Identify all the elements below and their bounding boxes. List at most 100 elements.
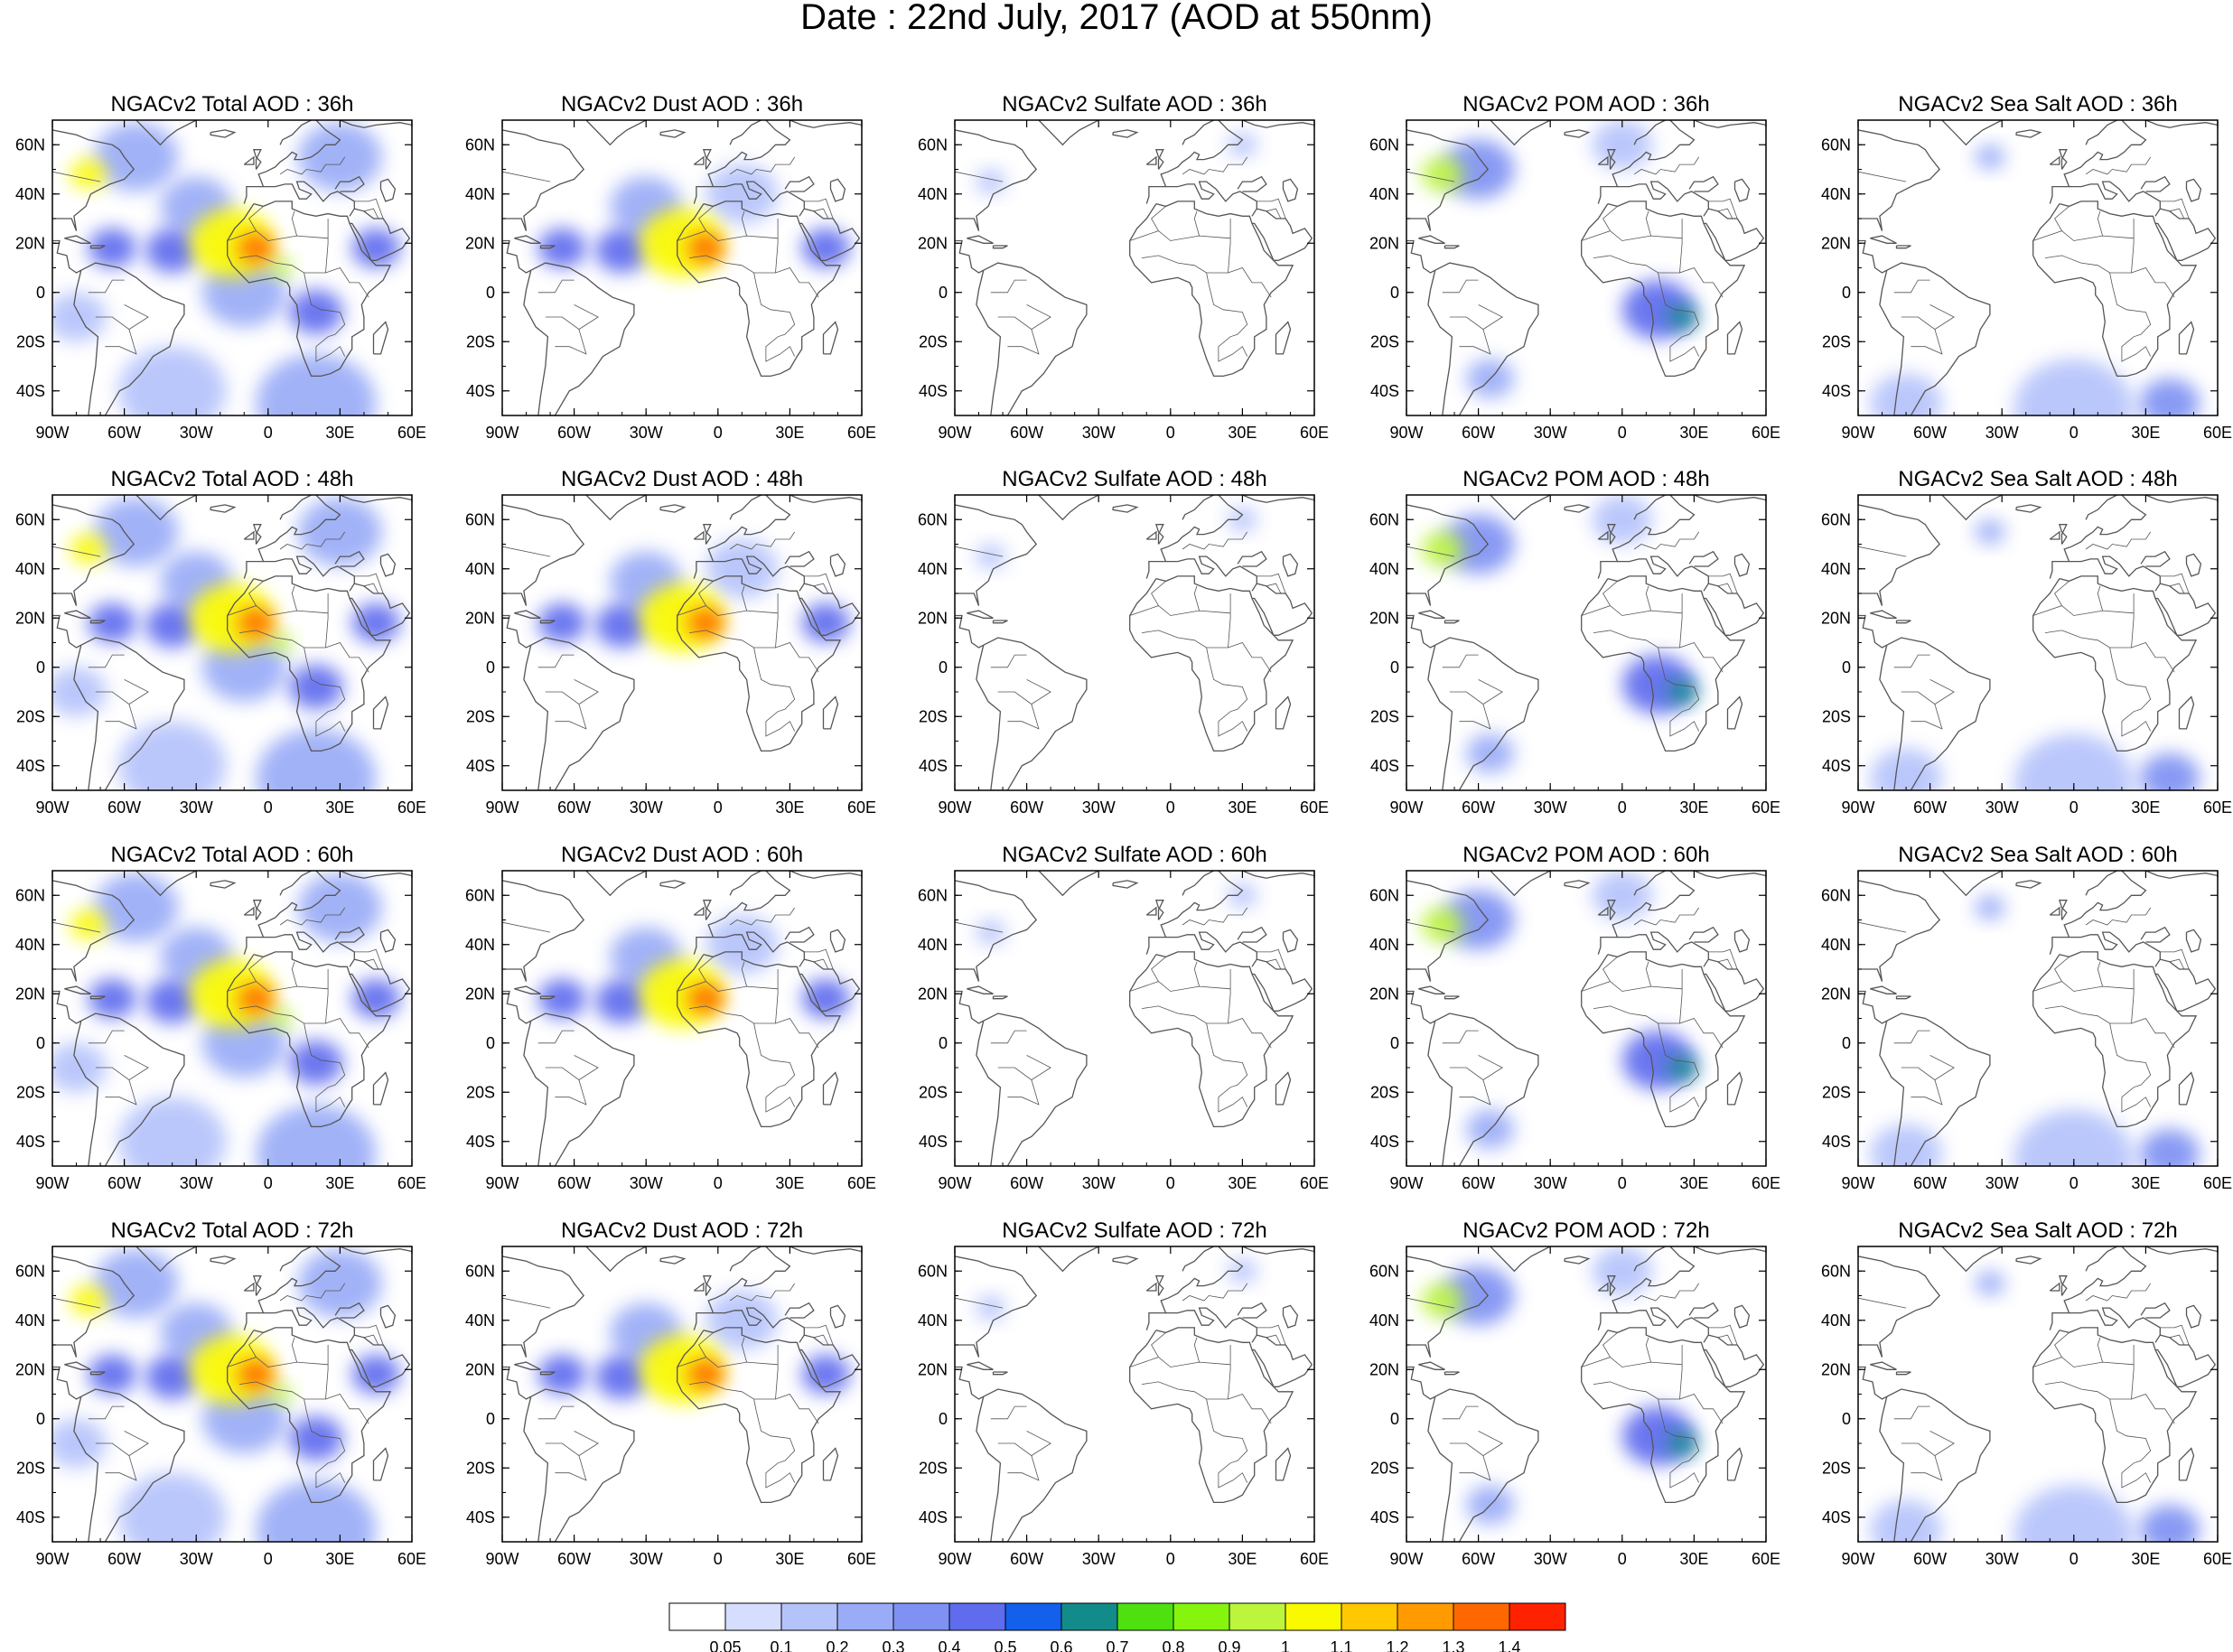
aod-field <box>955 871 1314 1166</box>
coastline <box>1155 900 1164 920</box>
country-border <box>1893 279 1930 294</box>
country-border <box>2131 642 2175 673</box>
colorbar-label: 0.05 <box>709 1638 741 1652</box>
country-border <box>304 1022 346 1113</box>
aod-blob <box>705 915 779 975</box>
coastline <box>1633 495 1666 520</box>
coastline <box>1895 620 1911 624</box>
aod-blob <box>88 1354 136 1395</box>
country-border <box>304 647 346 737</box>
aod-blob <box>1442 1265 1515 1326</box>
coastline <box>976 262 1088 415</box>
coastline <box>1665 120 1766 128</box>
lon-tick-label: 60W <box>1010 1174 1043 1192</box>
colorbar-swatch <box>1341 1602 1398 1631</box>
lat-tick-label: 0 <box>36 658 45 677</box>
aod-blob <box>70 910 107 940</box>
coastline <box>1165 1307 1257 1343</box>
country-border <box>955 1297 1004 1309</box>
aod-field <box>502 120 862 415</box>
country-border <box>1858 591 1859 592</box>
country-border <box>1581 230 1683 274</box>
lon-tick-label: 90W <box>1841 424 1874 442</box>
lon-tick-label: 30E <box>1679 1550 1708 1568</box>
coastline <box>992 1371 1008 1376</box>
map-background <box>1858 120 2218 415</box>
lat-tick-label: 20S <box>1822 332 1851 350</box>
lon-tick-label: 60W <box>107 798 141 817</box>
country-border <box>804 573 834 594</box>
country-border <box>1645 961 1651 987</box>
coastline <box>693 155 705 165</box>
country-border <box>1228 642 1272 673</box>
coastline <box>1038 120 1099 146</box>
coastline <box>1406 129 1490 231</box>
country-border <box>502 546 551 557</box>
country-border <box>1658 1398 1700 1489</box>
aod-field <box>52 495 412 790</box>
coastline <box>1564 129 1591 138</box>
country-border <box>729 531 796 550</box>
coastline <box>1581 575 1746 752</box>
lat-tick-label: 60N <box>1369 510 1399 528</box>
country-border <box>1182 156 1248 175</box>
map-panel-3-1: NGACv2 Dust AOD : 72h 90W 60W 30W 0 30E 60E 60N… <box>465 1218 876 1568</box>
colorbar-swatch <box>1060 1602 1118 1631</box>
coastline <box>379 553 397 577</box>
country-border <box>1129 230 1231 274</box>
coastline <box>659 504 687 513</box>
lon-tick-label: 30W <box>630 1550 663 1568</box>
coastline <box>2049 495 2147 579</box>
lon-tick-label: 30W <box>1985 424 2019 442</box>
country-border <box>677 230 779 274</box>
aod-field <box>52 871 412 1166</box>
country-border <box>363 958 379 970</box>
lon-tick-label: 60E <box>397 424 426 442</box>
coastline <box>1418 985 1445 994</box>
coastline <box>1688 550 1719 567</box>
lon-tick-label: 30E <box>1679 1174 1708 1192</box>
country-border <box>1911 704 1943 730</box>
coastline <box>713 555 805 592</box>
country-border <box>2032 1357 2135 1400</box>
coastline <box>955 880 1038 982</box>
lon-tick-label: 30E <box>2131 1174 2160 1192</box>
lon-tick-label: 0 <box>264 1174 273 1192</box>
coastline <box>52 1366 82 1400</box>
coastline <box>2032 201 2198 378</box>
coastline <box>1275 1071 1292 1106</box>
country-border <box>1007 329 1040 355</box>
country-border <box>52 546 101 557</box>
coastline <box>1858 129 1941 231</box>
coastline <box>713 931 805 967</box>
lon-tick-label: 60E <box>397 1174 426 1192</box>
lon-tick-label: 30E <box>1228 798 1257 817</box>
coastline <box>1129 951 1294 1128</box>
coastline <box>243 120 341 204</box>
country-border <box>1708 948 1738 970</box>
country-border <box>52 171 101 182</box>
lat-tick-label: 40N <box>918 936 948 954</box>
map-panel-2-2: NGACv2 Sulfate AOD : 60h 90W 60W 30W 0 30E 60E… <box>918 843 1329 1192</box>
lon-tick-label: 60E <box>397 798 426 817</box>
lat-tick-label: 40N <box>465 560 495 578</box>
aod-blob <box>267 1384 293 1405</box>
coastline <box>2140 175 2171 192</box>
country-border <box>537 1030 575 1044</box>
country-border <box>325 1394 369 1424</box>
aod-blob <box>2013 733 2135 790</box>
country-border <box>2085 156 2152 175</box>
coastline <box>2185 1304 2202 1329</box>
coastline <box>210 1255 237 1265</box>
lon-tick-label: 30E <box>2131 1550 2160 1568</box>
coastline <box>1155 524 1164 545</box>
aod-blob <box>289 290 343 335</box>
coastline <box>967 1361 994 1370</box>
coastline <box>89 245 106 249</box>
lat-tick-label: 20S <box>466 707 495 725</box>
lat-tick-label: 0 <box>939 284 948 302</box>
aod-blob <box>1975 1271 2005 1296</box>
country-border <box>2169 583 2185 594</box>
lat-tick-label: 20N <box>1369 609 1399 627</box>
lat-tick-label: 0 <box>1842 658 1851 677</box>
